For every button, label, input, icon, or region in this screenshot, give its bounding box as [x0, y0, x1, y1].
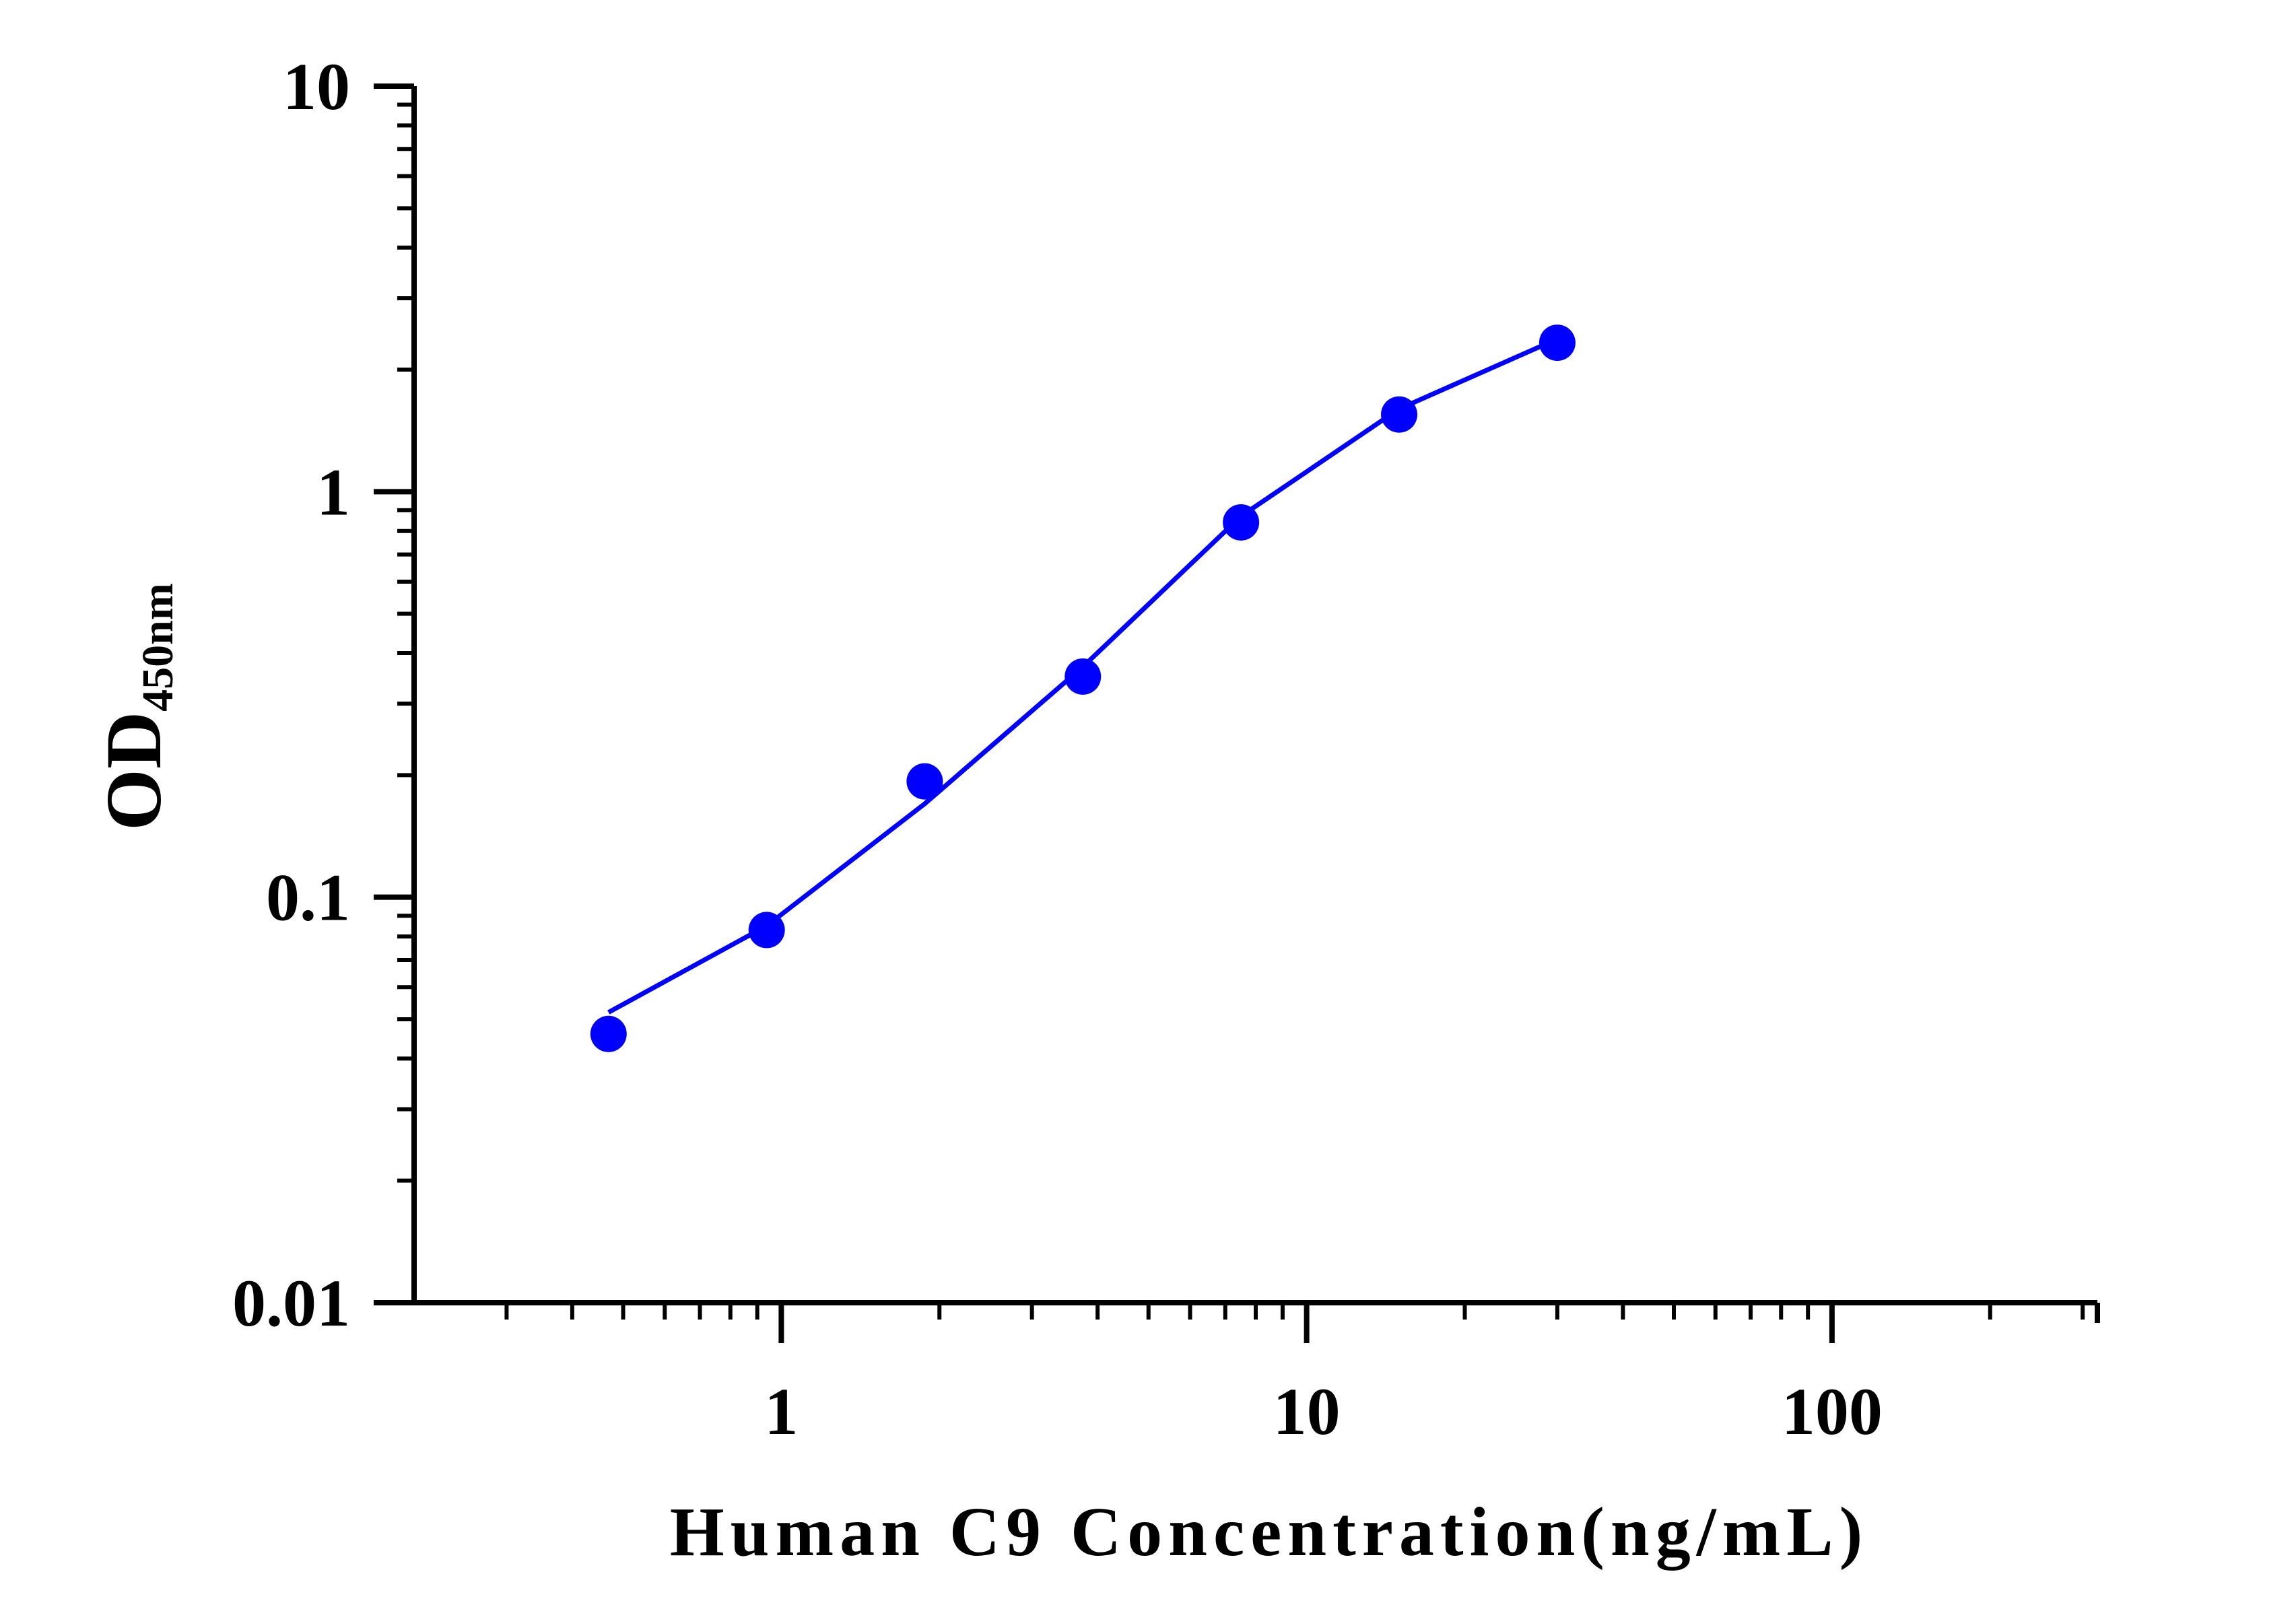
data-point: [1539, 324, 1576, 362]
y-tick-label: 10: [283, 49, 350, 124]
x-tick-label: 1: [764, 1374, 798, 1449]
tick-labels-group: 0.01 0.1 1 10 1 10 100: [232, 49, 1883, 1449]
x-tick-label: 100: [1782, 1374, 1883, 1449]
y-tick-label: 0.01: [232, 1266, 350, 1340]
data-point: [1223, 504, 1260, 541]
data-point: [1381, 396, 1418, 433]
y-tick-label: 1: [316, 454, 350, 529]
y-axis-title: OD450nm: [90, 583, 182, 831]
data-point: [748, 912, 785, 949]
x-tick-label: 10: [1273, 1374, 1341, 1449]
axes-group: [411, 86, 2097, 1305]
data-point: [1065, 658, 1102, 695]
y-axis-title-main: OD: [90, 712, 178, 831]
data-point: [590, 1015, 627, 1052]
y-axis-title-subscript: 450nm: [133, 583, 182, 712]
y-tick-label: 0.1: [266, 860, 350, 935]
data-point: [906, 763, 943, 800]
x-axis-title: Human C9 Concentration(ng/mL): [670, 1493, 1869, 1571]
series-group: [590, 324, 1576, 1052]
ticks-group: [374, 83, 2100, 1343]
